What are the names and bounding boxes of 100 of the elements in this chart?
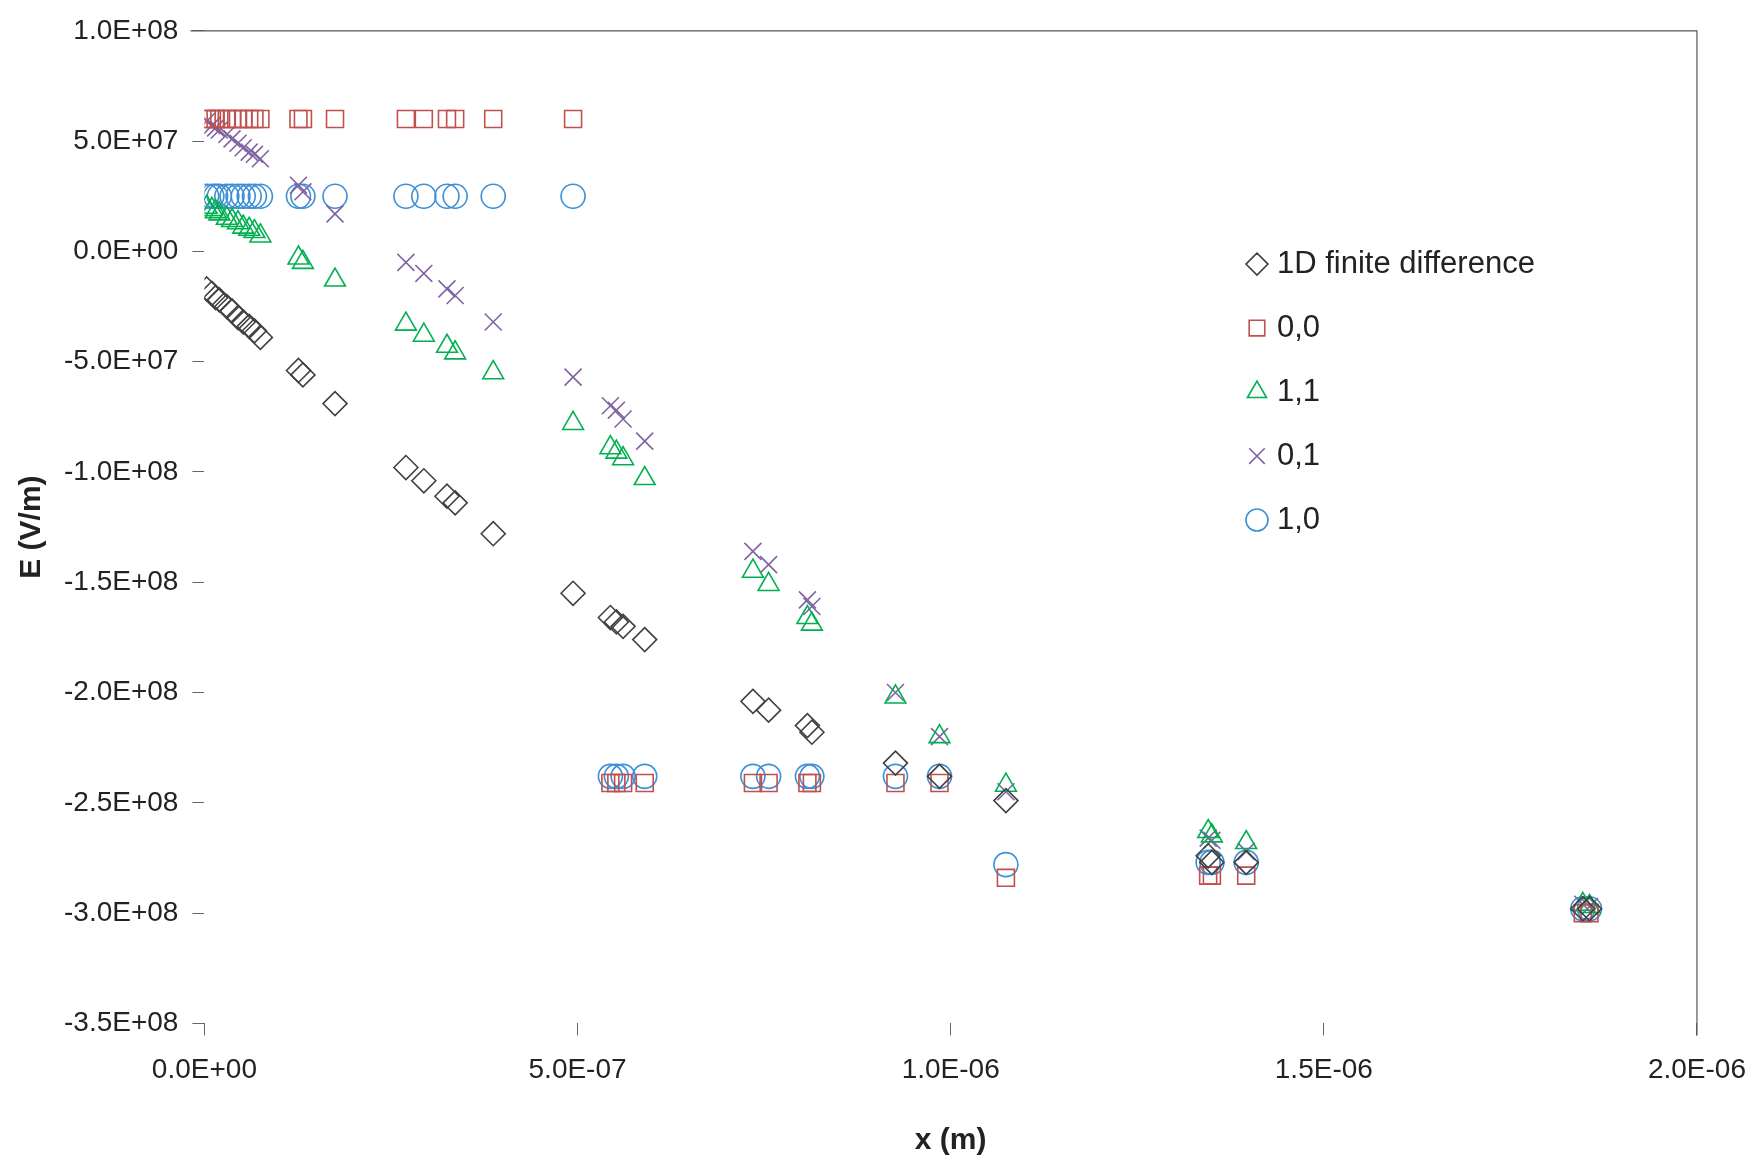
point	[245, 145, 264, 164]
point	[239, 142, 259, 162]
point	[396, 109, 416, 129]
point	[1236, 842, 1256, 861]
point	[239, 109, 259, 129]
point	[610, 763, 636, 790]
y-tick-label: -3.5E+08	[64, 1006, 179, 1038]
point	[411, 467, 437, 494]
point	[322, 183, 348, 210]
point	[480, 183, 507, 210]
point	[1195, 842, 1221, 869]
point	[228, 134, 248, 153]
point	[560, 580, 586, 607]
point	[241, 317, 268, 344]
point	[483, 109, 503, 129]
point	[601, 396, 620, 416]
point	[603, 763, 630, 790]
point	[225, 304, 251, 331]
point	[230, 183, 257, 210]
legend-label: 1,1	[1276, 372, 1321, 408]
point	[597, 763, 624, 790]
point	[563, 109, 583, 129]
point	[740, 763, 766, 790]
point	[210, 109, 229, 129]
point	[882, 763, 909, 790]
point	[289, 109, 308, 129]
point	[631, 763, 658, 790]
x-tick-label: 0.0E+00	[151, 1052, 257, 1084]
point	[603, 609, 630, 635]
point	[442, 490, 468, 516]
y-tick-label: 5.0E+07	[73, 123, 179, 155]
point	[393, 183, 419, 210]
point	[563, 367, 583, 387]
y-tick-label: -3.0E+08	[64, 895, 179, 927]
point	[759, 555, 778, 574]
point	[445, 286, 465, 305]
x-tick-label: 1.5E-06	[1274, 1052, 1373, 1084]
y-tick-label: -1.5E+08	[64, 564, 179, 596]
point	[483, 312, 503, 332]
point	[233, 138, 253, 157]
point	[290, 183, 316, 210]
y-axis-title: E (V/m)	[13, 475, 47, 579]
point	[996, 868, 1016, 888]
point	[219, 298, 245, 324]
point	[794, 763, 821, 790]
point	[230, 309, 257, 335]
point	[442, 183, 468, 210]
point	[434, 183, 460, 210]
point	[247, 183, 274, 210]
legend-label: 0,1	[1276, 436, 1321, 472]
point	[437, 279, 457, 299]
point	[396, 253, 416, 272]
x-tick-label: 5.0E-07	[528, 1052, 627, 1084]
point	[799, 719, 825, 746]
point	[799, 763, 825, 790]
point	[755, 763, 782, 790]
point	[219, 183, 245, 210]
x-tick-label: 1.0E-06	[901, 1052, 1000, 1084]
point	[635, 431, 655, 451]
point	[414, 264, 434, 283]
point	[993, 851, 1019, 878]
point	[445, 109, 465, 129]
point	[631, 626, 658, 653]
y-tick-label: 1.0E+08	[73, 13, 179, 45]
y-tick-label: -2.0E+08	[64, 675, 179, 707]
point	[1236, 866, 1256, 885]
point	[217, 125, 237, 144]
point	[289, 175, 308, 195]
legend-label: 0,0	[1276, 308, 1321, 344]
legend-label: 1,0	[1276, 500, 1321, 536]
point	[247, 324, 274, 351]
point	[325, 204, 345, 224]
point	[1198, 866, 1218, 885]
point	[798, 590, 817, 610]
point	[607, 400, 626, 420]
point	[222, 129, 242, 149]
point	[743, 542, 763, 561]
point	[236, 313, 262, 340]
point	[882, 750, 909, 776]
point	[241, 183, 268, 210]
point	[285, 183, 312, 210]
x-tick-label: 2.0E-06	[1647, 1052, 1746, 1084]
point	[225, 183, 251, 210]
point	[613, 409, 633, 429]
point	[210, 120, 229, 140]
legend-label: 1D finite difference	[1276, 244, 1535, 280]
point	[411, 183, 437, 210]
point	[480, 520, 507, 547]
y-tick-label: 0.0E+00	[73, 234, 179, 266]
point	[755, 697, 782, 723]
point	[560, 183, 586, 210]
y-tick-label: -5.0E+07	[64, 344, 179, 376]
y-tick-label: -1.0E+08	[64, 454, 179, 486]
point	[285, 357, 312, 384]
point	[293, 109, 313, 129]
point	[325, 109, 345, 129]
point	[322, 390, 348, 417]
point	[393, 454, 419, 481]
point	[993, 787, 1019, 814]
point	[802, 597, 822, 616]
